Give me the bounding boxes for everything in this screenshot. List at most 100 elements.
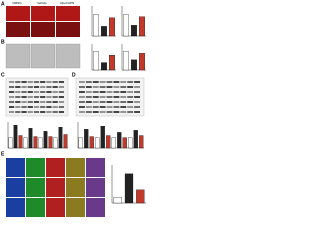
fluorescence-image bbox=[6, 158, 25, 177]
blot-band bbox=[92, 111, 99, 113]
fluorescence-image bbox=[66, 198, 85, 217]
bar bbox=[33, 136, 38, 149]
blot-band bbox=[85, 106, 92, 108]
bar bbox=[128, 137, 133, 149]
blot-band bbox=[40, 86, 46, 88]
blot-band bbox=[127, 81, 134, 83]
bar bbox=[111, 137, 116, 149]
bar bbox=[48, 136, 53, 149]
fluorescence-image bbox=[46, 198, 65, 217]
bar bbox=[63, 134, 68, 149]
bar bbox=[136, 189, 145, 204]
blot-band bbox=[99, 81, 106, 83]
blot-band bbox=[99, 96, 106, 98]
bar bbox=[28, 128, 33, 149]
blot-band bbox=[15, 101, 21, 103]
bar bbox=[43, 131, 48, 149]
fluorescence-image bbox=[26, 158, 45, 177]
micrograph bbox=[5, 43, 31, 69]
blot-band bbox=[52, 101, 58, 103]
fluorescence-image bbox=[6, 178, 25, 197]
blot-band bbox=[79, 86, 85, 88]
blot-band bbox=[134, 111, 140, 113]
panel-label: A bbox=[1, 1, 5, 7]
blot-band bbox=[9, 106, 15, 108]
blot-band bbox=[9, 86, 15, 88]
bar bbox=[123, 14, 129, 37]
bar bbox=[23, 137, 28, 149]
blot-band bbox=[58, 96, 64, 98]
blot-band bbox=[99, 101, 106, 103]
bar bbox=[101, 62, 107, 71]
panel-label: C bbox=[1, 72, 5, 78]
blot-band bbox=[58, 111, 64, 113]
bar bbox=[124, 173, 134, 204]
blot-band bbox=[27, 111, 33, 113]
fluorescence-image bbox=[86, 158, 105, 177]
blot-band bbox=[106, 111, 113, 113]
bar bbox=[131, 59, 137, 71]
bar bbox=[89, 136, 94, 149]
blot-band bbox=[120, 81, 127, 83]
blot-band bbox=[9, 81, 15, 83]
blot-band bbox=[21, 86, 27, 88]
blot-band bbox=[85, 111, 92, 113]
bar bbox=[58, 127, 63, 149]
bar bbox=[117, 132, 122, 149]
blot-band bbox=[58, 86, 64, 88]
blot-band bbox=[21, 101, 27, 103]
blot-band bbox=[46, 106, 52, 108]
fluorescence-image bbox=[6, 198, 25, 217]
blot-band bbox=[40, 81, 46, 83]
blot-band bbox=[21, 81, 27, 83]
blot-band bbox=[79, 101, 85, 103]
blot-band bbox=[33, 86, 40, 88]
blot-band bbox=[113, 96, 120, 98]
blot-band bbox=[92, 101, 99, 103]
blot-band bbox=[127, 91, 134, 93]
blot-band bbox=[21, 96, 27, 98]
blot-band bbox=[127, 101, 134, 103]
blot-band bbox=[40, 101, 46, 103]
blot-band bbox=[33, 106, 40, 108]
bar bbox=[109, 54, 115, 71]
blot-band bbox=[9, 111, 15, 113]
blot-band bbox=[99, 86, 106, 88]
blot-band bbox=[127, 96, 134, 98]
micrograph bbox=[31, 6, 55, 21]
bar bbox=[101, 26, 107, 37]
blot-band bbox=[9, 91, 15, 93]
bar bbox=[113, 197, 122, 204]
blot-band bbox=[15, 96, 21, 98]
blot-band bbox=[15, 91, 21, 93]
blot-band bbox=[15, 86, 21, 88]
panel-label: B bbox=[1, 39, 5, 45]
bar bbox=[53, 137, 58, 149]
blot-band bbox=[85, 86, 92, 88]
blot-band bbox=[21, 91, 27, 93]
blot-band bbox=[92, 81, 99, 83]
blot-band bbox=[33, 101, 40, 103]
blot-band bbox=[52, 106, 58, 108]
blot-band bbox=[99, 91, 106, 93]
blot-band bbox=[113, 106, 120, 108]
micrograph bbox=[56, 22, 80, 37]
bar bbox=[100, 126, 105, 149]
bar bbox=[109, 17, 115, 37]
blot-band bbox=[113, 86, 120, 88]
blot-band bbox=[46, 101, 52, 103]
blot-band bbox=[15, 81, 21, 83]
blot-band bbox=[33, 81, 40, 83]
panel-label: E bbox=[1, 151, 5, 157]
bar bbox=[38, 137, 43, 149]
blot-band bbox=[27, 86, 33, 88]
blot-band bbox=[113, 91, 120, 93]
blot-band bbox=[27, 106, 33, 108]
fluorescence-image bbox=[46, 158, 65, 177]
blot-band bbox=[120, 101, 127, 103]
blot-band bbox=[27, 81, 33, 83]
bar bbox=[93, 14, 99, 37]
blot-band bbox=[58, 91, 64, 93]
blot-band bbox=[92, 106, 99, 108]
blot-band bbox=[79, 106, 85, 108]
